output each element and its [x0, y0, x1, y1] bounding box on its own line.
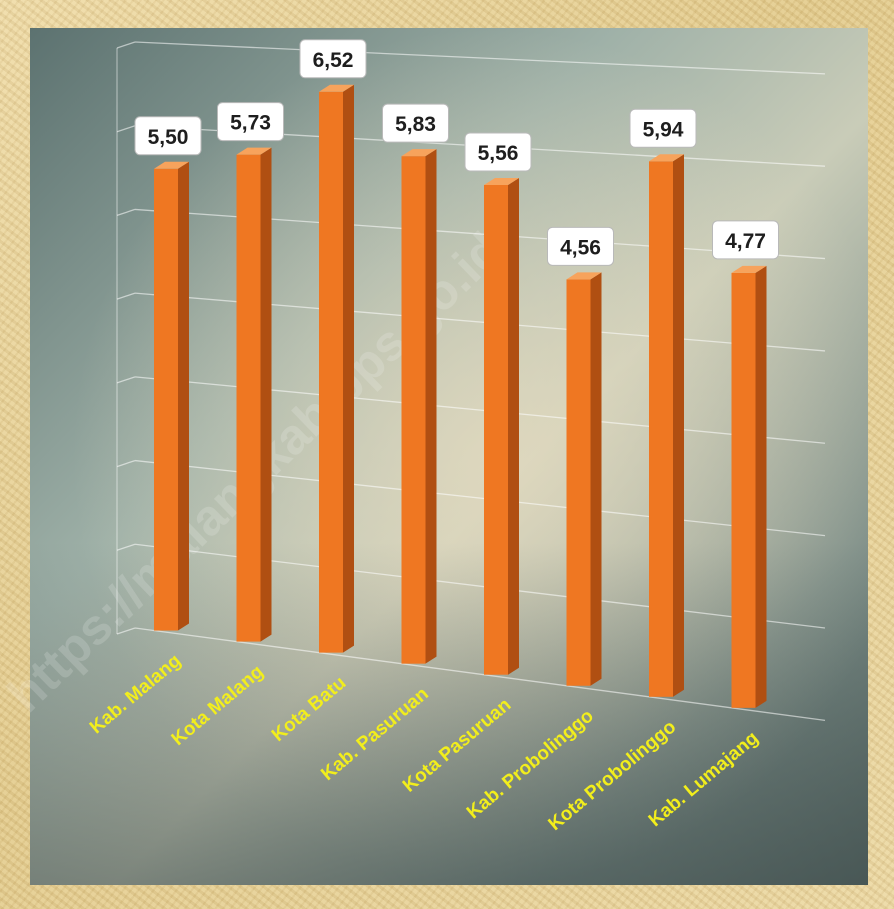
data-label-text: 6,52 — [313, 49, 354, 72]
data-label-box — [547, 226, 614, 266]
data-label: 5,83 — [382, 103, 449, 143]
data-label: 5,94 — [629, 108, 697, 148]
bar-side-face — [343, 84, 354, 653]
data-label-text: 5,50 — [148, 126, 189, 149]
data-label-text: 4,77 — [725, 230, 766, 253]
data-label-box — [464, 132, 532, 172]
data-label-box — [629, 108, 697, 148]
axis-tick — [116, 41, 136, 49]
data-label-box — [134, 116, 202, 156]
data-label: 4,77 — [712, 220, 779, 260]
axis-tick — [116, 459, 136, 468]
bar-side-face — [755, 265, 767, 708]
data-label: 5,73 — [217, 102, 284, 142]
bar-top-face — [154, 161, 189, 169]
bars-group — [154, 84, 767, 708]
bar-top-face — [319, 84, 354, 92]
gridline — [134, 627, 826, 721]
bar — [236, 147, 272, 642]
data-label-box — [382, 103, 449, 143]
data-label-box — [712, 220, 779, 260]
data-label-text: 4,56 — [560, 236, 601, 259]
data-label-box — [299, 39, 367, 79]
bar — [649, 154, 684, 697]
bar-front-face — [319, 91, 343, 653]
data-label-text: 5,56 — [478, 142, 519, 165]
data-label-text: 5,94 — [643, 118, 684, 141]
value-labels-group: 5,50 5,73 6,52 5,83 5,56 4,56 5,94 4,77 — [134, 39, 779, 266]
bar-top-face — [484, 177, 519, 185]
axis-tick — [116, 543, 136, 551]
bar — [154, 161, 189, 631]
bar-top-face — [731, 265, 767, 273]
axis-tick — [116, 125, 136, 133]
data-label: 5,50 — [134, 116, 202, 156]
data-label: 5,56 — [464, 132, 532, 172]
data-label: 6,52 — [299, 39, 367, 79]
bar-front-face — [484, 184, 508, 675]
data-label: 4,56 — [547, 226, 614, 266]
bar-front-face — [401, 156, 426, 664]
axis-tick — [116, 292, 136, 300]
gridline — [134, 41, 826, 75]
bar — [731, 265, 767, 708]
bar-side-face — [508, 177, 519, 675]
bar-front-face — [566, 279, 591, 686]
bar-top-face — [236, 147, 272, 155]
data-label-box — [217, 102, 284, 142]
bar — [566, 272, 602, 686]
bar-side-face — [260, 147, 272, 642]
axis-tick — [116, 208, 136, 217]
axis-tick — [116, 627, 136, 635]
bar-top-face — [649, 154, 684, 162]
data-label-text: 5,83 — [395, 113, 436, 136]
bar-side-face — [673, 154, 684, 697]
bar-side-face — [178, 161, 189, 631]
data-label-text: 5,73 — [230, 112, 271, 135]
bar-front-face — [731, 272, 756, 708]
bar-top-face — [401, 149, 437, 157]
bar-side-face — [590, 272, 602, 686]
bar-side-face — [425, 149, 437, 664]
bar-front-face — [236, 154, 261, 642]
bar-front-face — [154, 168, 178, 631]
bar — [401, 149, 437, 664]
bar-top-face — [566, 272, 602, 280]
axis-tick — [116, 376, 136, 384]
bar-front-face — [649, 161, 673, 697]
bar — [484, 177, 519, 675]
bar — [319, 84, 354, 653]
